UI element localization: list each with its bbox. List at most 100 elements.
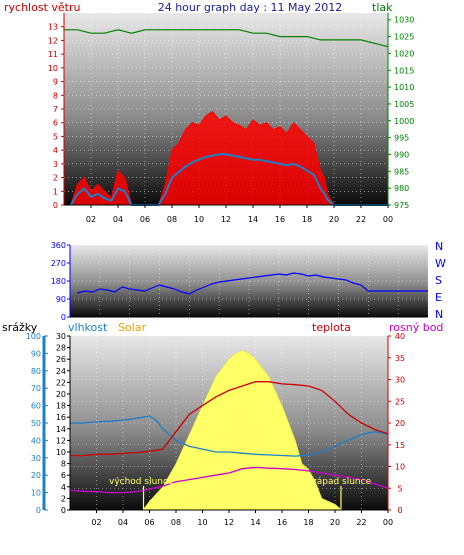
x-tick-label: 14: [248, 215, 258, 224]
rain-tick-label: 0: [36, 506, 41, 515]
x-tick-label: 14: [250, 518, 260, 527]
wind-speed-tick-label: 5: [53, 132, 58, 141]
humidity-tick-label: 12: [56, 436, 66, 445]
x-tick-label: 02: [86, 215, 96, 224]
wind-gust-series: [70, 111, 388, 206]
wind-direction-series: [77, 272, 428, 295]
humidity-tick-label: 10: [56, 448, 66, 457]
temperature-tick-label: 40: [395, 332, 405, 341]
humidity-tick-label: 18: [56, 402, 66, 411]
pressure-tick-label: 1030: [394, 16, 414, 25]
pressure-tick-label: 1010: [394, 83, 414, 92]
direction-tick-label: 180: [51, 277, 66, 286]
dewpoint-axis-title: rosný bod: [389, 321, 443, 334]
rain-tick-label: 40: [31, 436, 41, 445]
temperature-tick-label: 10: [395, 463, 405, 472]
direction-panel-grid: [70, 245, 429, 317]
pressure-axis-title: tlak: [372, 1, 393, 14]
humidity-tick-label: 20: [56, 390, 66, 399]
direction-tick-label: 360: [51, 241, 66, 250]
rain-tick-label: 30: [31, 454, 41, 463]
temperature-tick-label: 5: [397, 484, 402, 493]
wind-speed-tick-label: 10: [48, 64, 58, 73]
direction-letter-e: E: [435, 291, 442, 304]
temperature-series: [70, 381, 389, 457]
humidity-tick-label: 16: [56, 413, 66, 422]
dewpoint-series: [69, 466, 389, 494]
temperature-tick-label: 20: [395, 419, 405, 428]
temperature-tick-label: 0: [397, 506, 402, 515]
humidity-tick-label: 2: [61, 494, 66, 503]
pressure-tick-label: 1005: [394, 100, 414, 109]
x-tick-label: 22: [356, 518, 366, 527]
humidity-tick-label: 8: [61, 460, 66, 469]
x-tick-label: 12: [224, 518, 234, 527]
pressure-tick-label: 990: [394, 150, 409, 159]
wind-speed-tick-label: 1: [53, 187, 58, 196]
wind-speed-tick-label: 3: [53, 160, 58, 169]
pressure-tick-label: 1000: [394, 117, 414, 126]
x-tick-label: 16: [277, 518, 287, 527]
solar-series: [142, 350, 343, 511]
pressure-tick-label: 975: [394, 201, 409, 210]
x-tick-label: 04: [113, 215, 123, 224]
wind-speed-tick-label: 4: [53, 146, 58, 155]
humidity-tick-label: 24: [56, 367, 66, 376]
pressure-tick-label: 995: [394, 134, 409, 143]
humidity-tick-label: 26: [56, 355, 66, 364]
x-tick-label: 18: [303, 518, 313, 527]
x-tick-label: 08: [171, 518, 181, 527]
wind-speed-tick-label: 13: [48, 23, 58, 32]
wind-average-series: [69, 153, 388, 206]
x-tick-label: 06: [144, 518, 154, 527]
rain-tick-label: 10: [31, 489, 41, 498]
rain-tick-label: 100: [26, 332, 41, 341]
direction-tick-label: 0: [61, 313, 66, 322]
temperature-tick-label: 35: [395, 354, 405, 363]
rain-tick-label: 60: [31, 402, 41, 411]
direction-letter-n-top: N: [435, 240, 443, 253]
rain-axis-title: srážky: [2, 321, 38, 334]
direction-tick-label: 90: [56, 295, 66, 304]
x-tick-label: 08: [167, 215, 177, 224]
wind-speed-tick-label: 12: [48, 36, 58, 45]
rain-tick-label: 80: [31, 367, 41, 376]
solar-axis-title: Solar: [118, 321, 147, 334]
humidity-tick-label: 0: [61, 506, 66, 515]
sunrise-label: východ slunce: [109, 477, 174, 487]
chart-title: 24 hour graph day : 11 May 2012: [158, 1, 343, 14]
x-tick-label: 02: [91, 518, 101, 527]
humidity-tick-label: 22: [56, 378, 66, 387]
pressure-series: [64, 29, 389, 48]
x-tick-label: 00: [383, 518, 393, 527]
x-tick-label: 12: [221, 215, 231, 224]
humidity-tick-label: 14: [56, 425, 66, 434]
x-tick-label: 20: [330, 518, 340, 527]
pressure-tick-label: 1020: [394, 49, 414, 58]
x-tick-label: 20: [329, 215, 339, 224]
wind-speed-tick-label: 9: [53, 78, 58, 87]
pressure-tick-label: 980: [394, 184, 409, 193]
rain-tick-label: 90: [31, 349, 41, 358]
x-tick-label: 16: [275, 215, 285, 224]
temperature-tick-label: 15: [395, 441, 405, 450]
temperature-axis-title: teplota: [312, 321, 351, 334]
x-tick-label: 10: [197, 518, 207, 527]
humidity-tick-label: 30: [56, 332, 66, 341]
direction-letter-w: W: [435, 257, 446, 270]
temperature-tick-label: 25: [395, 397, 405, 406]
rain-tick-label: 70: [31, 384, 41, 393]
humidity-axis-title: vlhkost: [68, 321, 108, 334]
wind-speed-tick-label: 0: [53, 201, 58, 210]
x-tick-label: 06: [140, 215, 150, 224]
direction-tick-label: 270: [51, 259, 66, 268]
wind-speed-axis-title: rychlost větru: [4, 1, 80, 14]
pressure-tick-label: 1015: [394, 66, 414, 75]
wind-speed-tick-label: 6: [53, 119, 58, 128]
temperature-tick-label: 30: [395, 376, 405, 385]
x-tick-label: 00: [383, 215, 393, 224]
wind-speed-tick-label: 2: [53, 174, 58, 183]
axes: 0123456789101112139759809859909951000100…: [26, 13, 428, 527]
rain-tick-label: 50: [31, 419, 41, 428]
